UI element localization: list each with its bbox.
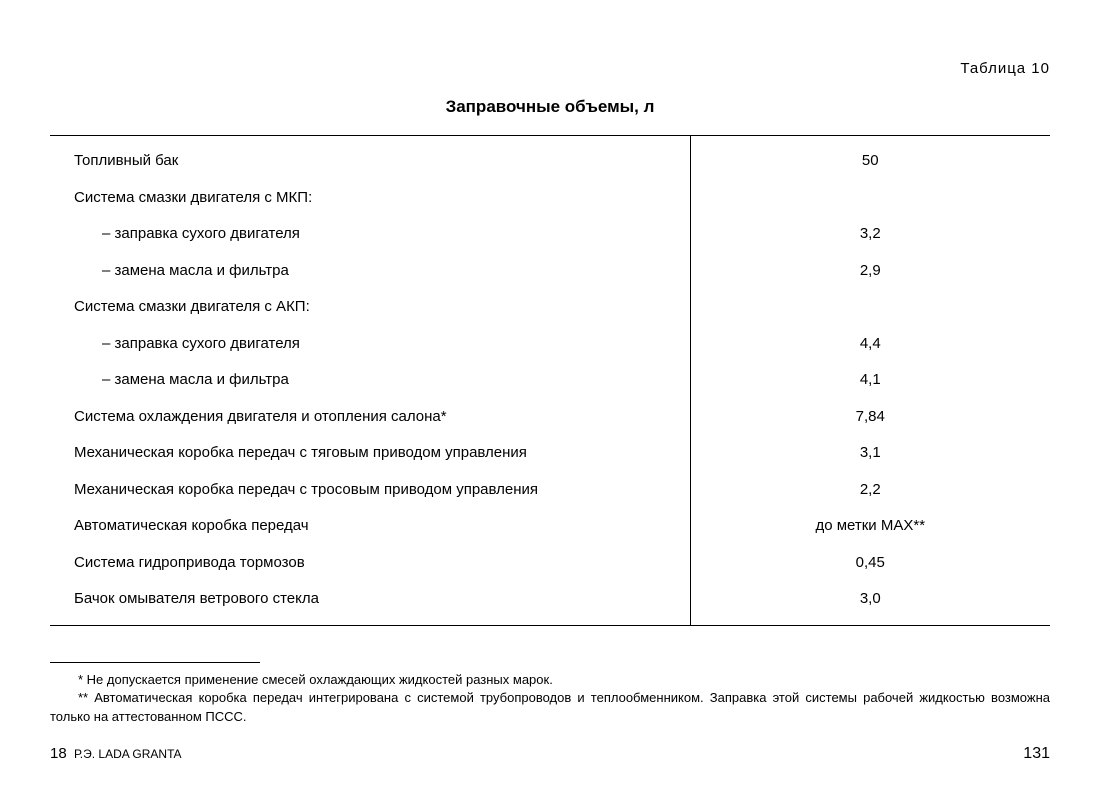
row-label: Система смазки двигателя с АКП:	[50, 289, 690, 326]
table-row: Система смазки двигателя с АКП:	[50, 289, 1050, 326]
row-value	[690, 289, 1050, 326]
page-title: Заправочные объемы, л	[50, 97, 1050, 117]
table-row: Топливный бак50	[50, 136, 1050, 180]
row-label: Механическая коробка передач с тросовым …	[50, 472, 690, 509]
footnotes-divider	[50, 662, 260, 663]
row-value: 4,1	[690, 362, 1050, 399]
row-label: Система гидропривода тормозов	[50, 545, 690, 582]
row-label: – замена масла и фильтра	[50, 362, 690, 399]
table-row: Бачок омывателя ветрового стекла3,0	[50, 581, 1050, 625]
row-value: до метки MAX**	[690, 508, 1050, 545]
row-value	[690, 180, 1050, 217]
row-value: 3,0	[690, 581, 1050, 625]
table-row: – заправка сухого двигателя4,4	[50, 326, 1050, 363]
table-row: Механическая коробка передач с тросовым …	[50, 472, 1050, 509]
table-row: – замена масла и фильтра2,9	[50, 253, 1050, 290]
row-label: – заправка сухого двигателя	[50, 216, 690, 253]
page-footer: 18 Р.Э. LADA GRANTA 131	[50, 745, 1050, 763]
row-label: – заправка сухого двигателя	[50, 326, 690, 363]
footer-left-text: Р.Э. LADA GRANTA	[74, 747, 182, 761]
row-label: Бачок омывателя ветрового стекла	[50, 581, 690, 625]
table-row: Система гидропривода тормозов0,45	[50, 545, 1050, 582]
row-value: 2,9	[690, 253, 1050, 290]
row-label: Топливный бак	[50, 136, 690, 180]
table-label: Таблица 10	[50, 60, 1050, 77]
row-value: 3,2	[690, 216, 1050, 253]
row-label: Система охлаждения двигателя и отопления…	[50, 399, 690, 436]
row-value: 50	[690, 136, 1050, 180]
row-label: Автоматическая коробка передач	[50, 508, 690, 545]
row-label: – замена масла и фильтра	[50, 253, 690, 290]
row-value: 4,4	[690, 326, 1050, 363]
table-row: – замена масла и фильтра4,1	[50, 362, 1050, 399]
capacity-table: Топливный бак50Система смазки двигателя …	[50, 135, 1050, 626]
footnote: ** Автоматическая коробка передач интегр…	[50, 689, 1050, 727]
table-row: Автоматическая коробка передачдо метки M…	[50, 508, 1050, 545]
footer-left: 18 Р.Э. LADA GRANTA	[50, 745, 182, 762]
row-value: 0,45	[690, 545, 1050, 582]
footnote: * Не допускается применение смесей охлаж…	[50, 671, 1050, 690]
row-value: 2,2	[690, 472, 1050, 509]
footer-right-number: 131	[1023, 745, 1050, 763]
table-row: – заправка сухого двигателя3,2	[50, 216, 1050, 253]
row-value: 7,84	[690, 399, 1050, 436]
table-row: Система охлаждения двигателя и отопления…	[50, 399, 1050, 436]
row-value: 3,1	[690, 435, 1050, 472]
table-row: Механическая коробка передач с тяговым п…	[50, 435, 1050, 472]
row-label: Система смазки двигателя с МКП:	[50, 180, 690, 217]
footer-left-number: 18	[50, 745, 67, 762]
table-row: Система смазки двигателя с МКП:	[50, 180, 1050, 217]
row-label: Механическая коробка передач с тяговым п…	[50, 435, 690, 472]
